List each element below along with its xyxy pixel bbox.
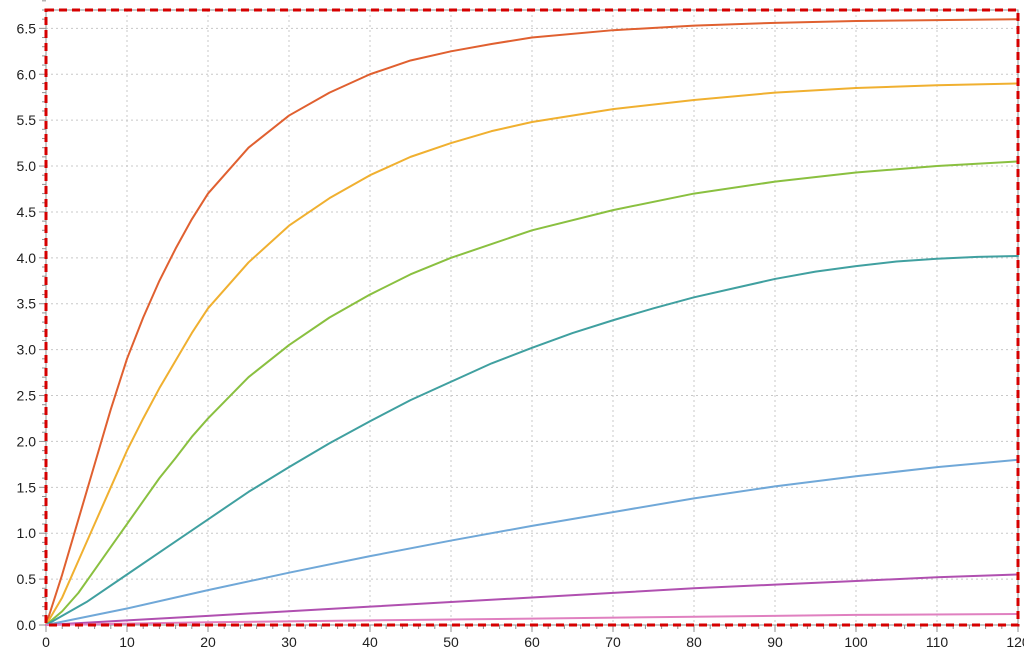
x-tick-label: 110 (926, 634, 949, 650)
x-tick-label: 100 (844, 634, 868, 650)
y-tick-label: 2.0 (17, 433, 37, 449)
x-tick-label: 50 (443, 634, 459, 650)
x-tick-label: 60 (524, 634, 540, 650)
x-tick-label: 10 (119, 634, 135, 650)
y-tick-label: 1.5 (17, 479, 37, 495)
y-tick-label: 1.0 (17, 525, 37, 541)
x-tick-label: 20 (200, 634, 216, 650)
y-tick-label: 2.5 (17, 388, 37, 404)
y-tick-label: 4.5 (17, 204, 37, 220)
y-tick-label: 6.0 (17, 66, 37, 82)
y-tick-label: 6.5 (17, 20, 37, 36)
y-tick-label: 4.0 (17, 250, 37, 266)
x-tick-label: 80 (686, 634, 702, 650)
x-tick-label: 90 (767, 634, 783, 650)
y-tick-label: 0.0 (17, 617, 37, 633)
x-tick-label: 30 (281, 634, 297, 650)
y-tick-label: 3.5 (17, 296, 37, 312)
x-tick-label: 70 (605, 634, 621, 650)
y-tick-label: 3.0 (17, 342, 37, 358)
x-tick-label: 0 (42, 634, 50, 650)
chart-container: 0 10 20 30 40 50 60 70 80 90 100 110 120 0.0 0.5 1.0 1.5… (0, 0, 1024, 665)
y-tick-label: 5.0 (17, 158, 37, 174)
line-chart: 0 10 20 30 40 50 60 70 80 90 100 110 120 0.0 0.5 1.0 1.5… (0, 0, 1024, 665)
y-tick-label: 5.5 (17, 112, 37, 128)
y-tick-label: 0.5 (17, 571, 37, 587)
x-tick-label: 120 (1006, 634, 1024, 650)
x-tick-label: 40 (362, 634, 378, 650)
